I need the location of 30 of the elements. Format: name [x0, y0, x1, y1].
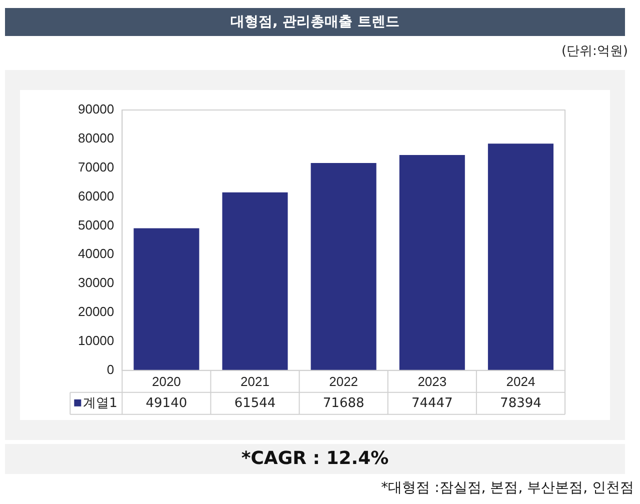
y-tick-label: 50000 [78, 217, 114, 232]
data-label: 74447 [411, 396, 453, 411]
y-tick-label: 10000 [78, 333, 114, 348]
bar [399, 155, 465, 370]
text: *CAGR : 12.4% [5, 444, 625, 474]
y-tick-label: 60000 [78, 188, 114, 204]
y-tick-label: 80000 [78, 130, 114, 146]
y-tick-label: 0 [106, 362, 114, 377]
legend-label: 계열1 [83, 396, 118, 411]
bar [222, 192, 288, 370]
data-label: 61544 [234, 396, 276, 411]
y-tick-label: 90000 [78, 102, 114, 117]
bar [134, 228, 200, 370]
y-tick-label: 70000 [78, 159, 114, 174]
text: *대형점 :잠실점, 본점, 부산본점, 인천점 [381, 479, 634, 497]
x-tick-label: 2020 [152, 374, 181, 389]
y-tick-label: 30000 [78, 275, 114, 290]
x-tick-label: 2022 [329, 374, 358, 389]
bar [488, 144, 554, 370]
bar [310, 162, 376, 370]
y-tick-label: 40000 [78, 246, 114, 262]
x-tick-label: 2023 [418, 374, 447, 389]
data-label: 71688 [322, 396, 364, 411]
x-tick-label: 2024 [506, 374, 536, 389]
data-label: 49140 [146, 396, 188, 411]
x-tick-label: 2021 [240, 374, 270, 389]
y-tick-label: 20000 [78, 304, 114, 320]
text: (단위:억원) [561, 43, 628, 60]
chart-title: 대형점, 관리총매출 트렌드 [5, 8, 625, 36]
data-label: 78394 [500, 396, 542, 411]
